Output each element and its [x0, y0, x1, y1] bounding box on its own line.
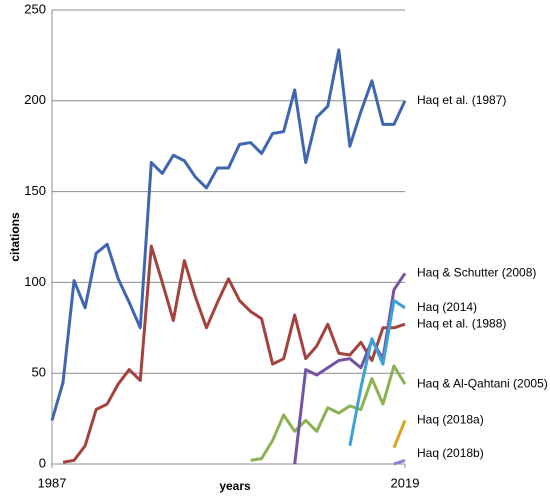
y-tick-label: 50 — [32, 365, 46, 380]
series-line — [50, 48, 407, 421]
series-line — [393, 458, 406, 466]
y-tick-label: 0 — [39, 455, 46, 470]
series-line — [250, 364, 407, 462]
y-tick-label: 100 — [24, 274, 46, 289]
series-label: Haq (2014) — [417, 300, 477, 314]
x-axis-title: years — [219, 479, 251, 493]
y-tick-label: 250 — [24, 1, 46, 16]
series-label: Haq et al. (1987) — [417, 93, 506, 107]
series-line — [62, 244, 406, 464]
series-label: Haq & Schutter (2008) — [417, 265, 536, 279]
series-label: Haq & Al-Qahtani (2005) — [417, 376, 548, 390]
x-tick-label: 2019 — [391, 475, 420, 490]
series-label: Haq et al. (1988) — [417, 316, 506, 330]
series-line — [348, 299, 406, 447]
y-axis-title: citations — [8, 212, 22, 262]
y-tick-label: 200 — [24, 92, 46, 107]
series-line — [392, 419, 407, 449]
series-label: Haq (2018a) — [417, 413, 484, 427]
series-line — [293, 272, 407, 465]
y-tick-label: 150 — [24, 183, 46, 198]
series-label: Haq (2018b) — [417, 446, 484, 460]
x-tick-label: 1987 — [38, 475, 67, 490]
